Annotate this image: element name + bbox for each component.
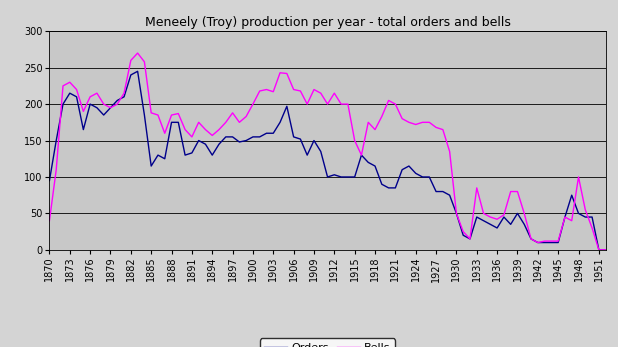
Bells <box>385 98 392 102</box>
Orders <box>168 120 176 124</box>
Bells <box>595 248 603 252</box>
Orders <box>385 186 392 190</box>
Line: Bells: Bells <box>49 53 606 250</box>
Bells <box>127 58 135 62</box>
Orders <box>486 222 494 226</box>
Orders <box>134 69 142 74</box>
Bells <box>486 215 494 219</box>
Orders <box>127 73 135 77</box>
Bells <box>602 248 609 252</box>
Orders <box>80 127 87 132</box>
Legend: Orders, Bells: Orders, Bells <box>260 338 395 347</box>
Bells <box>168 113 176 117</box>
Bells <box>80 109 87 113</box>
Orders <box>453 211 460 215</box>
Orders <box>595 248 603 252</box>
Orders <box>602 248 609 252</box>
Bells <box>46 219 53 223</box>
Orders <box>46 178 53 183</box>
Line: Orders: Orders <box>49 71 606 250</box>
Bells <box>134 51 142 55</box>
Bells <box>453 211 460 215</box>
Title: Meneely (Troy) production per year - total orders and bells: Meneely (Troy) production per year - tot… <box>145 16 510 29</box>
